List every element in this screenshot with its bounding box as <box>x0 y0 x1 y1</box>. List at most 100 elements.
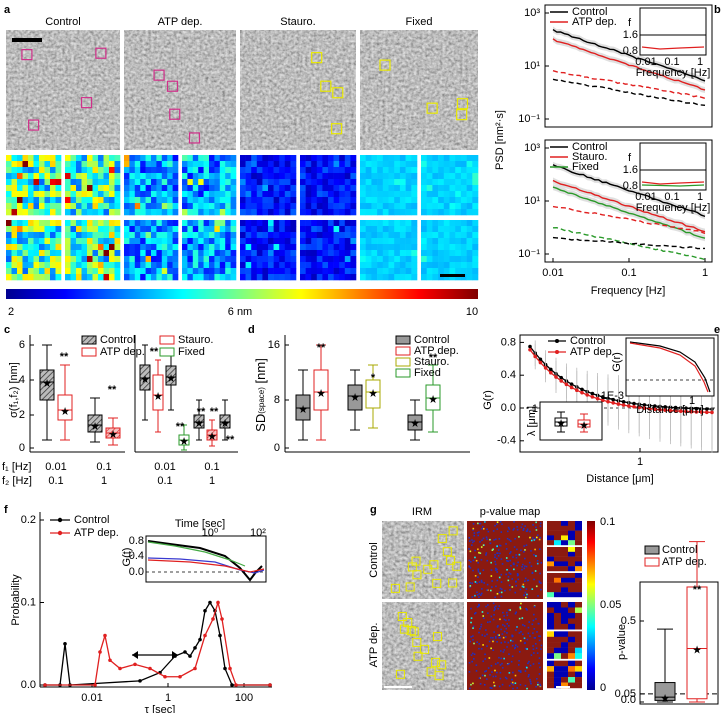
p-value-pixel <box>512 687 514 690</box>
heatmap-cell <box>426 232 433 239</box>
p-value-pixel <box>472 523 475 525</box>
heatmap-cell <box>279 179 286 186</box>
heatmap-cell <box>305 226 312 233</box>
heatmap-cell <box>421 203 427 210</box>
p-value-pixel <box>515 611 518 614</box>
heatmap-cell <box>339 268 346 275</box>
heatmap-cell <box>311 268 318 275</box>
heatmap-cell <box>172 179 179 186</box>
heatmap-cell <box>76 203 82 210</box>
heatmap-cell <box>198 274 204 281</box>
heatmap-cell <box>426 226 433 233</box>
legend-label: ATP dep. <box>572 16 617 28</box>
curve-marker <box>118 666 122 671</box>
heatmap-cell <box>377 179 384 186</box>
colorbar-label: 0.05 <box>600 599 621 611</box>
heatmap-cell <box>151 232 157 239</box>
axis-title-part: (space) <box>257 387 266 414</box>
curve-marker <box>211 617 215 621</box>
heatmap-cell <box>140 256 146 263</box>
heatmap-cell <box>6 226 12 233</box>
mean-marker: ★ <box>60 406 70 418</box>
heatmap-cell <box>28 226 34 233</box>
heatmap-cell <box>151 185 157 192</box>
roi-box <box>95 47 107 59</box>
p-value-pixel <box>496 545 498 547</box>
heatmap-cell <box>360 232 366 239</box>
heatmap-cell <box>156 238 163 245</box>
heatmap-cell <box>156 209 163 216</box>
heatmap-cell <box>11 179 18 186</box>
p-value-pixel <box>518 670 521 672</box>
p-value-pixel <box>529 635 531 637</box>
heatmap-cell <box>426 173 433 180</box>
p-value-pixel <box>528 674 530 676</box>
p-value-pixel <box>510 660 513 663</box>
heatmap-cell <box>129 274 136 281</box>
heatmap-cell <box>203 232 210 239</box>
p-value-pixel <box>490 647 492 650</box>
heatmap-cell <box>203 244 210 251</box>
p-value-pixel <box>499 521 502 523</box>
p-value-pixel <box>518 536 520 538</box>
heatmap-cell <box>426 155 433 162</box>
heatmap-cell <box>399 238 406 245</box>
heatmap-cell <box>360 220 366 227</box>
heatmap-cell <box>377 250 384 257</box>
heatmap-cell <box>371 262 378 269</box>
heatmap-cell <box>28 191 34 198</box>
p-value-pixel <box>539 522 542 525</box>
roi-box <box>399 624 409 634</box>
p-value-pixel <box>485 552 488 554</box>
curve-marker <box>549 370 553 375</box>
curve-marker <box>183 650 187 654</box>
heatmap-cell <box>256 274 263 281</box>
curve-marker <box>188 654 192 658</box>
p-value-pixel <box>482 527 485 530</box>
crop-cell <box>568 525 575 531</box>
heatmap-cell <box>438 220 445 227</box>
scale-bar <box>440 274 465 277</box>
heatmap-cell <box>182 209 188 216</box>
curve-marker <box>611 397 615 402</box>
p-value-pixel <box>505 677 508 680</box>
curve-marker <box>606 399 610 404</box>
crop-cell <box>575 521 582 526</box>
p-value-pixel <box>500 531 503 533</box>
crop-cell <box>561 636 568 643</box>
heatmap-cell <box>28 185 34 192</box>
roi-box <box>448 578 458 588</box>
heatmap-cell <box>305 244 312 251</box>
box <box>365 379 381 409</box>
legend-label: Control <box>572 141 607 153</box>
heatmap-cell <box>87 220 93 227</box>
heatmap-cell <box>251 179 258 186</box>
heatmap-cell <box>167 226 173 233</box>
p-value-pixel <box>472 559 475 562</box>
heatmap-cell <box>6 232 12 239</box>
heatmap-cell <box>382 185 389 192</box>
heatmap-cell <box>103 179 110 186</box>
heatmap-cell <box>394 197 401 204</box>
heatmap-cell <box>449 173 456 180</box>
row-value: 1 <box>209 475 215 487</box>
p-value-pixel <box>493 684 496 687</box>
heatmap-cell <box>256 197 263 204</box>
heatmap-cell <box>273 232 280 239</box>
inset-curve <box>641 46 705 50</box>
heatmap-cell <box>388 185 395 192</box>
heatmap-cell <box>192 179 199 186</box>
heatmap-cell <box>316 256 323 263</box>
mean-marker: ★ <box>42 378 52 390</box>
roi-box <box>28 119 40 131</box>
p-value-pixel <box>473 642 475 645</box>
heatmap-cell <box>322 226 329 233</box>
heatmap-cell <box>28 244 34 251</box>
y-tick-label: 0 <box>274 442 280 454</box>
p-value-pixel <box>499 618 501 621</box>
heatmap-cell <box>151 161 157 168</box>
heatmap-cell <box>344 203 351 210</box>
crop-cell <box>575 556 582 562</box>
heatmap-cell <box>360 262 366 269</box>
p-value-pixel <box>513 527 515 530</box>
